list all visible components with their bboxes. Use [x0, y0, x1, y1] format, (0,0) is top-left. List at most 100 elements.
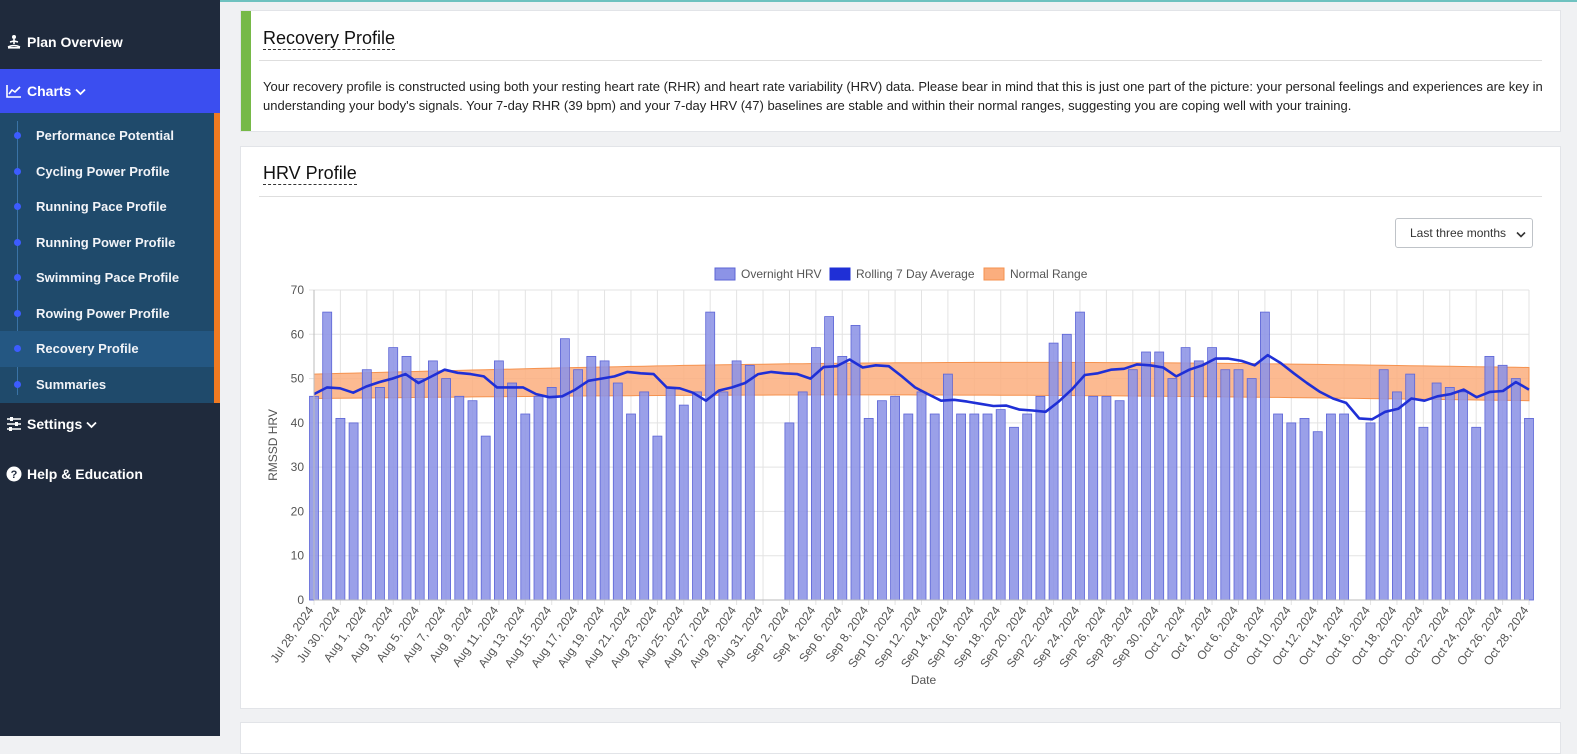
recovery-profile-panel: Recovery Profile Your recovery profile i…	[240, 10, 1561, 132]
hrv-profile-panel: HRV Profile Last three months 0 10 20 30 40 5…	[240, 146, 1561, 709]
hrv-bar	[665, 386, 676, 601]
hrv-bar	[863, 417, 874, 601]
submenu-accent-bar	[214, 113, 220, 403]
legend-label: Rolling 7 Day Average	[856, 267, 975, 281]
legend-swatch	[983, 267, 1005, 281]
sidebar-item-cycling-power-profile[interactable]: Cycling Power Profile	[0, 154, 214, 190]
hrv-bar	[1154, 351, 1165, 601]
sidebar-item-label: Running Pace Profile	[36, 199, 167, 215]
hrv-bar	[903, 413, 914, 601]
hrv-bar	[692, 391, 702, 601]
x-axis-title: Date	[911, 673, 937, 687]
hrv-bar	[744, 364, 755, 601]
sidebar-item-label: Swimming Pace Profile	[36, 270, 180, 286]
y-tick-label: 0	[297, 593, 304, 607]
chevron-down-icon	[1516, 228, 1526, 242]
hrv-bar	[546, 386, 557, 601]
submenu-timeline	[17, 121, 18, 395]
hrv-bar	[731, 360, 742, 601]
sidebar-item-label: Performance Potential	[36, 128, 174, 144]
meditation-icon	[6, 34, 22, 50]
recovery-profile-title[interactable]: Recovery Profile	[263, 28, 396, 50]
nav-help-education[interactable]: ? Help & Education	[0, 452, 220, 496]
nav-charts[interactable]: Charts	[0, 69, 220, 113]
hrv-bar	[467, 400, 478, 601]
hrv-bar	[441, 378, 452, 601]
sidebar-item-recovery-profile[interactable]: Recovery Profile	[0, 331, 214, 367]
y-axis-title: RMSSD HRV	[266, 409, 280, 481]
hrv-bar	[1101, 395, 1112, 601]
hrv-bar	[1061, 333, 1072, 601]
bullet-dot	[14, 380, 21, 388]
hrv-bar	[507, 382, 518, 601]
hrv-bar	[599, 360, 610, 601]
next-panel	[240, 722, 1561, 754]
sidebar-item-running-pace-profile[interactable]: Running Pace Profile	[0, 189, 214, 225]
hrv-bar	[916, 391, 927, 601]
hrv-bar	[956, 413, 966, 601]
date-range-select[interactable]: Last three months	[1395, 218, 1533, 248]
sidebar-item-running-power-profile[interactable]: Running Power Profile	[0, 225, 214, 261]
hrv-bar	[348, 422, 359, 601]
nav-settings[interactable]: Settings	[0, 402, 220, 446]
hrv-bar	[1273, 413, 1283, 601]
legend-swatch	[829, 267, 851, 281]
hrv-bar	[1326, 413, 1336, 601]
hrv-bar	[1471, 426, 1482, 601]
legend-label: Normal Range	[1010, 267, 1088, 281]
hrv-bar	[1510, 378, 1521, 601]
hrv-bar	[890, 395, 900, 601]
hrv-bar	[1127, 369, 1138, 601]
hrv-bar	[1365, 422, 1376, 601]
hrv-bar	[626, 413, 636, 601]
y-tick-label: 40	[291, 416, 305, 430]
line-chart-icon	[6, 83, 22, 99]
hrv-bar	[811, 347, 821, 601]
hrv-bar	[639, 391, 650, 601]
sidebar-item-label: Cycling Power Profile	[36, 163, 170, 179]
charts-submenu: Performance Potential Cycling Power Prof…	[0, 113, 220, 403]
hrv-bar	[361, 369, 372, 601]
svg-text:?: ?	[11, 469, 18, 481]
sidebar: Plan Overview Charts Performance Potenti…	[0, 0, 220, 736]
nav-help-label: Help & Education	[27, 466, 143, 482]
recovery-status-accent	[241, 11, 251, 131]
hrv-bar	[824, 316, 834, 601]
nav-plan-overview-label: Plan Overview	[27, 34, 123, 50]
sidebar-item-performance-potential[interactable]: Performance Potential	[0, 118, 214, 154]
hrv-bar	[1141, 351, 1151, 601]
title-divider	[259, 196, 1542, 197]
hrv-bar	[850, 324, 861, 601]
sidebar-item-label: Rowing Power Profile	[36, 305, 170, 321]
nav-plan-overview[interactable]: Plan Overview	[0, 20, 220, 64]
sidebar-item-swimming-pace-profile[interactable]: Swimming Pace Profile	[0, 260, 214, 296]
hrv-bar	[1180, 347, 1191, 601]
sidebar-item-rowing-power-profile[interactable]: Rowing Power Profile	[0, 296, 214, 332]
hrv-bar	[877, 400, 887, 601]
sidebar-item-label: Summaries	[36, 376, 107, 392]
hrv-bar	[1378, 369, 1389, 601]
hrv-bar	[612, 382, 623, 601]
hrv-bar	[454, 395, 465, 601]
title-divider	[259, 60, 1542, 61]
question-circle-icon: ?	[6, 466, 22, 482]
hrv-bar	[493, 360, 504, 601]
hrv-bar	[678, 404, 689, 601]
sidebar-item-label: Running Power Profile	[36, 234, 176, 250]
hrv-bar	[1339, 413, 1349, 601]
hrv-bar	[969, 413, 980, 601]
hrv-bar	[995, 409, 1006, 601]
hrv-bar	[652, 435, 663, 601]
hrv-bar	[1193, 360, 1204, 601]
y-tick-label: 30	[291, 460, 305, 474]
hrv-bar	[1405, 373, 1416, 601]
hrv-bar	[559, 338, 570, 601]
hrv-bar	[929, 413, 940, 601]
hrv-bar	[1524, 417, 1534, 601]
hrv-profile-title[interactable]: HRV Profile	[263, 163, 357, 185]
hrv-bar	[943, 373, 953, 601]
hrv-bar	[414, 378, 425, 601]
hrv-bar	[1220, 369, 1231, 601]
hrv-bar	[982, 413, 993, 601]
sidebar-item-summaries[interactable]: Summaries	[0, 367, 214, 403]
